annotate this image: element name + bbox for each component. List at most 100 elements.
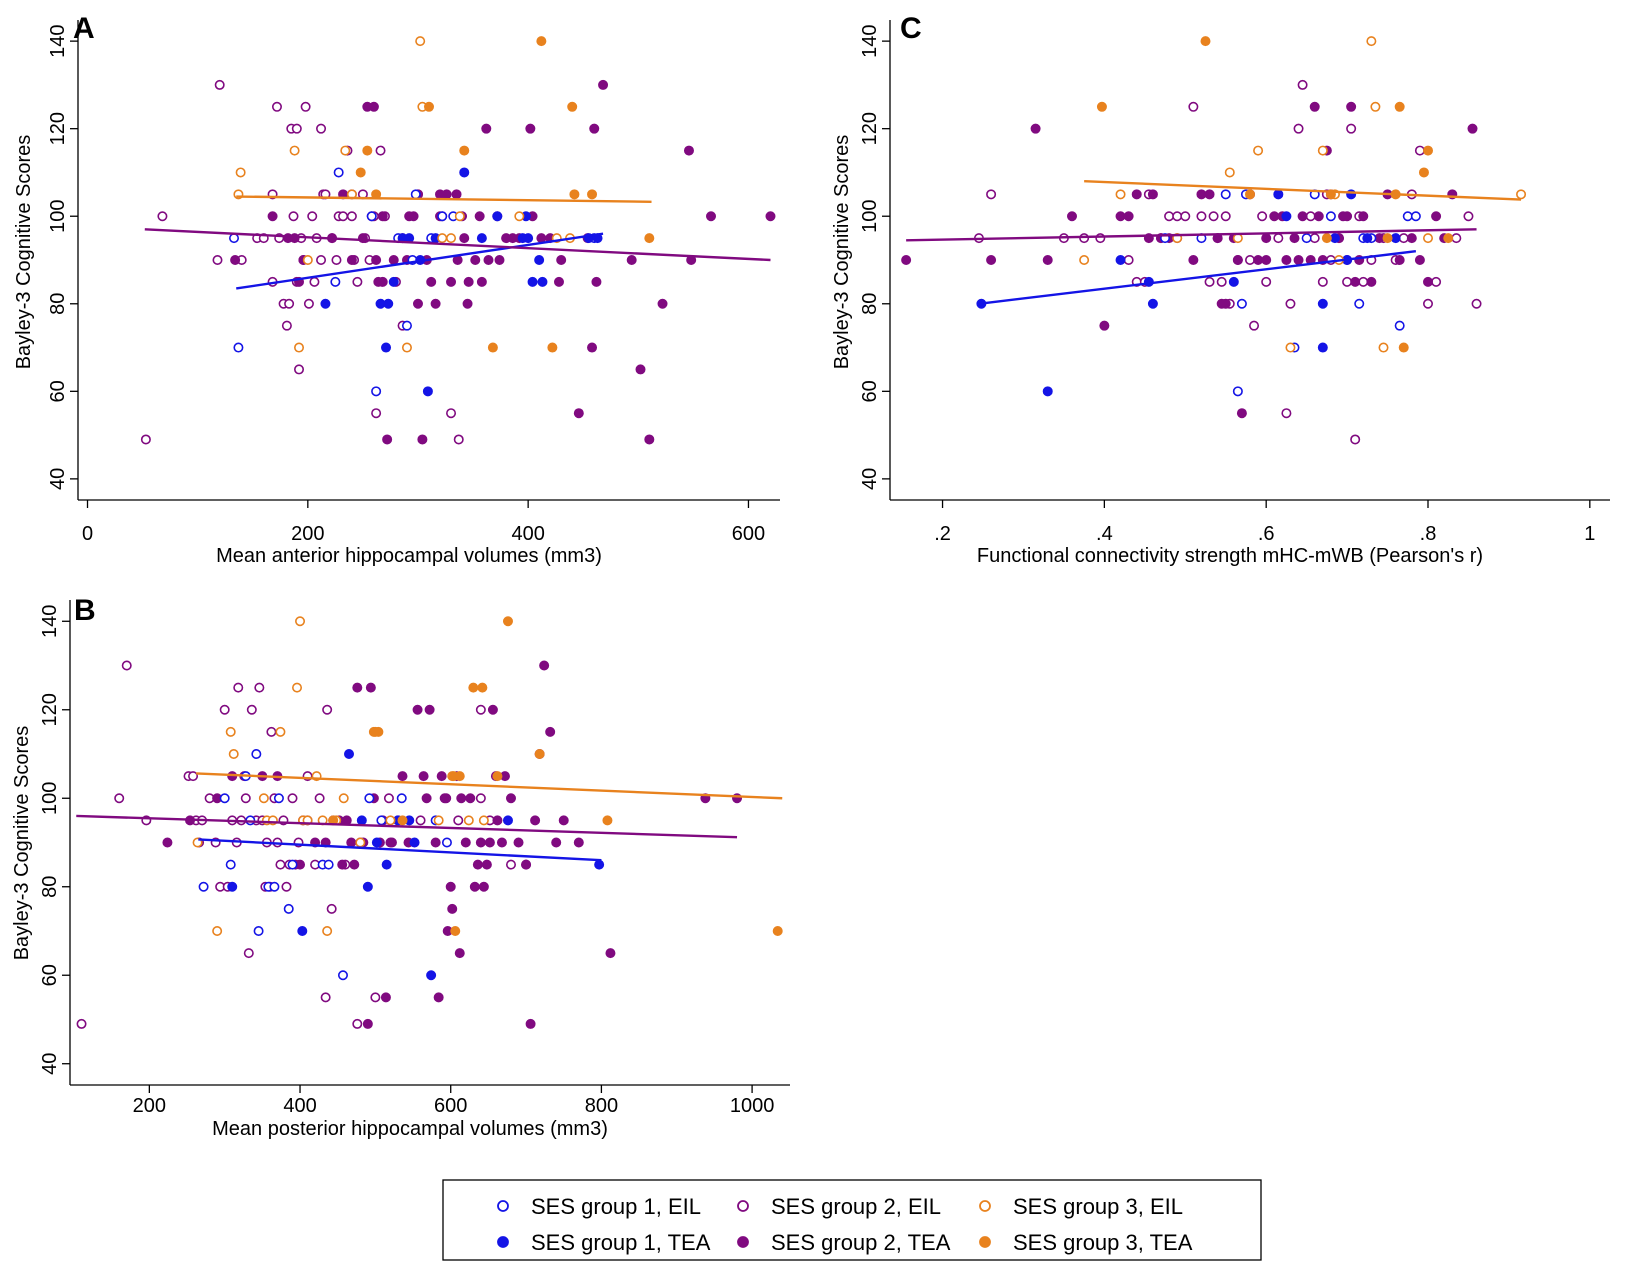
data-point-ses2-tea — [1236, 408, 1247, 419]
data-point-ses3-tea — [1321, 233, 1332, 244]
data-point-ses2-tea — [1269, 211, 1280, 222]
data-point-ses2-eil — [1350, 434, 1361, 445]
data-point-ses1-tea — [534, 255, 545, 266]
data-point-ses2-tea — [591, 276, 602, 287]
data-point-ses2-tea — [1406, 233, 1417, 244]
y-tick-label: 40 — [859, 468, 881, 490]
data-point-ses2-tea — [337, 859, 348, 870]
data-point-ses1-eil — [401, 320, 412, 331]
data-point-ses3-eil — [322, 925, 333, 936]
x-tick-label: 200 — [133, 1095, 166, 1117]
data-point-ses2-tea — [433, 992, 444, 1003]
data-point-ses2-eil — [121, 660, 132, 671]
data-point-ses2-eil — [371, 408, 382, 419]
panel-letter: B — [74, 594, 96, 627]
data-point-ses2-eil — [140, 434, 151, 445]
data-point-ses3-tea — [772, 925, 783, 936]
data-point-ses1-eil — [1402, 211, 1413, 222]
data-point-ses2-eil — [1273, 233, 1284, 244]
data-point-ses2-tea — [460, 837, 471, 848]
data-point-ses3-eil — [437, 233, 448, 244]
data-point-ses3-eil — [463, 815, 474, 826]
data-point-ses2-tea — [346, 255, 357, 266]
data-point-ses3-tea — [450, 925, 461, 936]
data-point-ses2-tea — [553, 276, 564, 287]
data-point-ses3-tea — [1394, 101, 1405, 112]
data-point-ses2-eil — [505, 859, 516, 870]
data-point-ses2-eil — [453, 815, 464, 826]
data-point-ses1-eil — [1232, 386, 1243, 397]
data-point-ses1-tea — [502, 815, 513, 826]
data-point-ses2-tea — [1261, 233, 1272, 244]
legend-label: SES group 3, EIL — [1013, 1194, 1183, 1219]
fit-line-ses1 — [198, 838, 602, 862]
data-point-ses2-eil — [1346, 123, 1357, 134]
data-point-ses2-tea — [1374, 233, 1385, 244]
data-point-ses2-tea — [1431, 211, 1442, 222]
data-point-ses2-tea — [459, 233, 470, 244]
data-point-ses3-tea — [1096, 101, 1107, 112]
y-axis-title: Bayley-3 Cognitive Scores — [13, 135, 35, 370]
y-tick-label: 80 — [47, 293, 69, 315]
data-point-ses3-tea — [536, 36, 547, 47]
data-point-ses2-tea — [1289, 233, 1300, 244]
data-point-ses1-tea — [527, 276, 538, 287]
data-point-ses2-tea — [587, 342, 598, 353]
data-point-ses3-eil — [1115, 189, 1126, 200]
data-point-ses2-eil — [219, 704, 230, 715]
data-point-ses3-eil — [1423, 233, 1434, 244]
data-point-ses1-eil — [396, 793, 407, 804]
data-point-ses2-eil — [114, 793, 125, 804]
data-point-ses2-tea — [470, 255, 481, 266]
data-point-ses3-tea — [1443, 233, 1454, 244]
data-point-ses1-tea — [594, 859, 605, 870]
data-point-ses3-tea — [569, 189, 580, 200]
fit-line-ses3 — [196, 772, 783, 800]
data-point-ses2-tea — [1358, 211, 1369, 222]
data-point-ses2-eil — [415, 815, 426, 826]
y-tick-label: 140 — [47, 24, 69, 57]
y-tick-label: 140 — [859, 24, 881, 57]
data-point-ses2-tea — [521, 859, 532, 870]
data-point-ses2-tea — [1281, 255, 1292, 266]
data-point-ses2-tea — [478, 881, 489, 892]
data-point-ses1-tea — [426, 970, 437, 981]
x-tick-label: 600 — [732, 523, 765, 545]
data-point-ses2-tea — [456, 793, 467, 804]
data-point-ses2-eil — [275, 859, 286, 870]
data-point-ses2-tea — [539, 660, 550, 671]
data-point-ses3-tea — [1245, 189, 1256, 200]
data-point-ses3-eil — [1317, 145, 1328, 156]
data-point-ses1-tea — [523, 233, 534, 244]
data-point-ses2-tea — [475, 837, 486, 848]
data-point-ses1-eil — [376, 815, 387, 826]
data-point-ses2-eil — [1309, 233, 1320, 244]
data-point-ses2-tea — [536, 233, 547, 244]
data-point-ses1-tea — [492, 211, 503, 222]
data-point-ses1-tea — [1042, 386, 1053, 397]
data-point-ses1-tea — [1317, 298, 1328, 309]
data-point-ses2-tea — [1188, 255, 1199, 266]
data-point-ses2-tea — [289, 233, 300, 244]
data-point-ses3-tea — [567, 101, 578, 112]
legend-label: SES group 1, EIL — [531, 1194, 701, 1219]
data-point-ses1-eil — [269, 881, 280, 892]
data-point-ses1-eil — [253, 925, 264, 936]
legend-label: SES group 3, TEA — [1013, 1230, 1193, 1255]
data-point-ses1-eil — [1410, 211, 1421, 222]
data-point-ses2-eil — [1245, 255, 1256, 266]
y-tick-label: 100 — [47, 200, 69, 233]
data-point-ses3-eil — [355, 837, 366, 848]
data-point-ses1-tea — [1273, 189, 1284, 200]
y-tick-label: 80 — [859, 293, 881, 315]
data-point-ses2-tea — [430, 837, 441, 848]
data-point-ses2-eil — [352, 1018, 363, 1029]
data-point-ses2-tea — [1030, 123, 1041, 134]
data-point-ses2-tea — [424, 704, 435, 715]
data-point-ses2-tea — [605, 948, 616, 959]
data-point-ses2-eil — [1180, 211, 1191, 222]
data-point-ses2-eil — [1297, 79, 1308, 90]
data-point-ses1-eil — [198, 881, 209, 892]
data-point-ses2-tea — [1204, 189, 1215, 200]
data-point-ses2-eil — [1398, 233, 1409, 244]
